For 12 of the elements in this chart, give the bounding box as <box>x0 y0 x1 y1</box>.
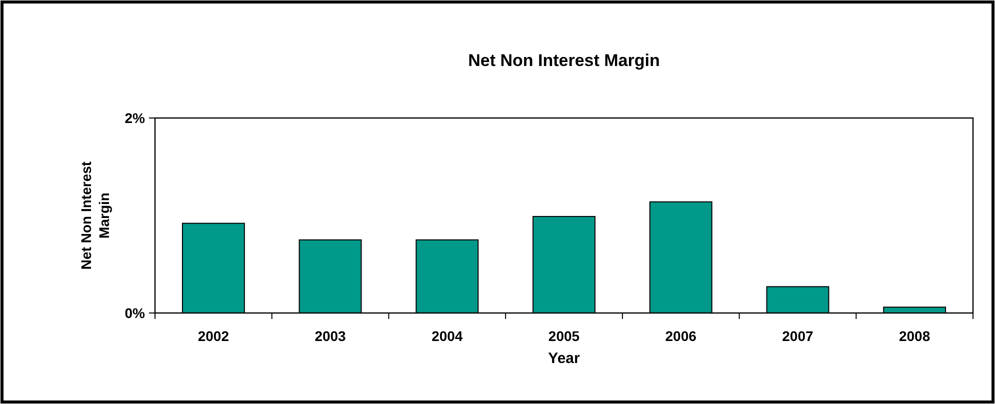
x-tick-label: 2004 <box>432 328 463 344</box>
x-tick-label: 2006 <box>665 328 697 344</box>
y-tick-label: 2% <box>124 110 146 126</box>
x-tick-label: 2005 <box>548 328 580 344</box>
x-tick-label: 2003 <box>314 328 346 344</box>
x-axis-title: Year <box>548 350 580 367</box>
chart-title: Net Non Interest Margin <box>468 51 660 70</box>
x-tick-label: 2008 <box>898 328 930 344</box>
x-tick-label: 2007 <box>782 328 814 344</box>
x-tick-label: 2002 <box>198 328 230 344</box>
y-axis-title: Net Non Interest Margin <box>78 161 112 270</box>
y-tick-label: 0% <box>124 304 146 321</box>
